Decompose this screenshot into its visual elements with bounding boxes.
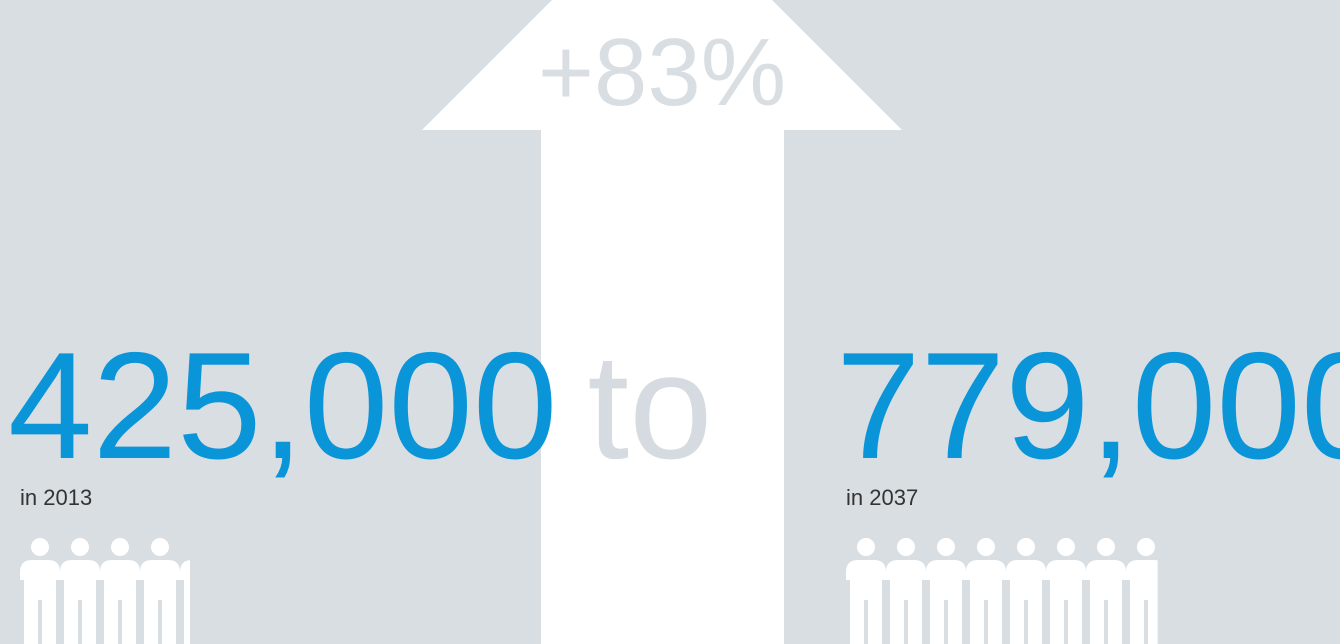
arrow-shaft (541, 129, 784, 644)
people-start (20, 538, 209, 644)
connector: to (587, 322, 712, 490)
person-head (31, 538, 49, 556)
end-note: in 2037 (846, 485, 918, 510)
person-head (1057, 538, 1075, 556)
person-head (1017, 538, 1035, 556)
person-icon (966, 560, 1006, 644)
arrow-head (422, 0, 902, 130)
person-icon (140, 560, 180, 644)
person-icon (886, 560, 926, 644)
person-head (1097, 538, 1115, 556)
person-head (151, 538, 169, 556)
person-icon (846, 560, 886, 644)
person-icon (1046, 560, 1086, 644)
person-icon (180, 560, 190, 644)
person-head (111, 538, 129, 556)
person-icon (100, 560, 140, 644)
person-head (977, 538, 995, 556)
person-head (71, 538, 89, 556)
person-head (937, 538, 955, 556)
start-note: in 2013 (20, 485, 92, 510)
person-icon (1006, 560, 1046, 644)
person-icon (926, 560, 966, 644)
growth-label: +83% (538, 19, 786, 126)
start-value: 425,000 (8, 321, 557, 491)
people-end (846, 538, 1158, 644)
person-head (857, 538, 875, 556)
person-icon (20, 560, 60, 644)
person-icon (1126, 560, 1158, 644)
end-value: 779,000 (836, 321, 1340, 491)
person-head (191, 538, 209, 556)
person-head (1137, 538, 1155, 556)
person-icon (1086, 560, 1126, 644)
person-icon (60, 560, 100, 644)
person-head (897, 538, 915, 556)
